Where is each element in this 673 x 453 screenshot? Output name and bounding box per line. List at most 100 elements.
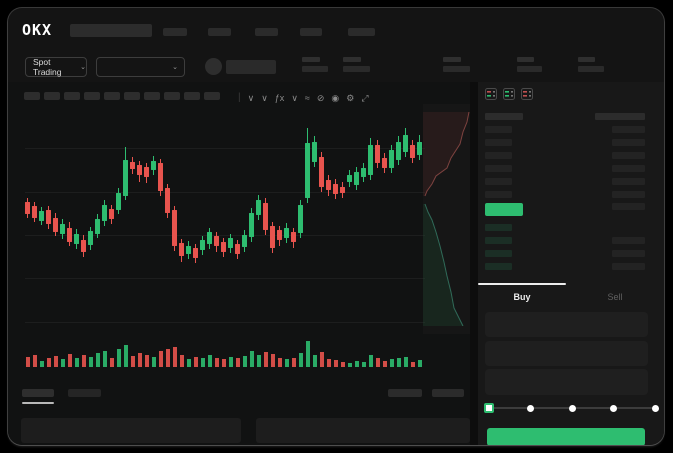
volume-bar <box>166 349 170 367</box>
volume-bar <box>54 356 58 367</box>
toolbar-item-placeholder[interactable] <box>184 92 200 100</box>
stat-value-placeholder <box>343 66 370 72</box>
fullscreen-icon[interactable]: ⤢ <box>361 93 369 103</box>
book-sell-side-icon[interactable] <box>521 88 533 100</box>
indicators-icon[interactable]: ƒx <box>274 93 285 103</box>
candlestick-chart[interactable] <box>8 8 664 445</box>
book-buy-side-icon[interactable] <box>503 88 515 100</box>
volume-bar <box>75 358 79 367</box>
candle-body <box>186 246 191 254</box>
slider-stop[interactable] <box>527 405 534 412</box>
bid-price-placeholder[interactable] <box>485 237 512 244</box>
top-nav <box>8 8 664 445</box>
volume-bar <box>257 355 261 367</box>
candle-body <box>46 210 51 224</box>
ask-price-placeholder[interactable] <box>485 178 512 185</box>
stat-value-placeholder <box>517 66 542 72</box>
depth-chart <box>423 112 470 326</box>
toolbar-item-placeholder[interactable] <box>164 92 180 100</box>
bid-price-placeholder[interactable] <box>485 250 512 257</box>
toolbar-item-placeholder[interactable] <box>84 92 100 100</box>
volume-bars <box>8 8 664 445</box>
volume-bar <box>369 355 373 367</box>
candle-body <box>207 232 212 244</box>
draw-tool-icon[interactable]: ⊘ <box>316 93 325 103</box>
volume-bar <box>299 353 303 367</box>
volume-bar <box>222 359 226 367</box>
bid-price-placeholder[interactable] <box>485 224 512 231</box>
bottom-action-placeholder[interactable] <box>432 389 464 397</box>
market-type-selector[interactable]: Spot Trading ⌄ <box>25 57 87 77</box>
last-price-highlight[interactable] <box>485 203 523 216</box>
volume-bar <box>117 349 121 367</box>
ask-price-placeholder[interactable] <box>485 191 512 198</box>
candle-body <box>116 193 121 210</box>
okx-logo[interactable]: OKX <box>22 21 53 39</box>
volume-bar <box>47 358 51 367</box>
volume-bar <box>187 359 191 367</box>
slider-handle-active[interactable] <box>484 403 494 413</box>
tab-buy[interactable]: Buy <box>513 292 531 302</box>
volume-bar <box>103 351 107 367</box>
screenshot-icon[interactable]: ◉ <box>331 93 340 103</box>
volume-bar <box>334 360 338 367</box>
ask-price-placeholder[interactable] <box>485 139 512 146</box>
candle-body <box>200 240 205 250</box>
bottom-action-placeholder[interactable] <box>388 389 422 397</box>
candle-body <box>32 206 37 218</box>
slider-stop[interactable] <box>652 405 659 412</box>
candle-body <box>284 228 289 238</box>
ask-price-placeholder[interactable] <box>485 165 512 172</box>
candle-body <box>193 248 198 258</box>
trade-tabs: Buy Sell <box>478 283 664 313</box>
buy-submit-button[interactable] <box>487 428 645 445</box>
candle-body <box>312 142 317 162</box>
order-form-input[interactable] <box>485 341 648 366</box>
slider-stop[interactable] <box>569 405 576 412</box>
nav-item-placeholder[interactable] <box>208 28 231 36</box>
volume-bar <box>383 361 387 367</box>
tab-sell[interactable]: Sell <box>607 292 623 302</box>
book-both-sides-icon[interactable] <box>485 88 497 100</box>
candle-body <box>354 172 359 185</box>
bottom-tab-placeholder[interactable] <box>22 389 54 397</box>
order-form-input[interactable] <box>485 369 648 395</box>
toolbar-item-placeholder[interactable] <box>104 92 120 100</box>
toolbar-item-placeholder[interactable] <box>204 92 220 100</box>
toolbar-item-placeholder[interactable] <box>64 92 80 100</box>
toolbar-item-placeholder[interactable] <box>24 92 40 100</box>
volume-bar <box>320 352 324 367</box>
candle-body <box>410 145 415 158</box>
indicators-chevron-icon[interactable]: ∨ <box>291 93 298 103</box>
toolbar-item-placeholder[interactable] <box>44 92 60 100</box>
volume-bar <box>250 351 254 367</box>
toolbar-item-placeholder[interactable] <box>144 92 160 100</box>
toolbar-item-placeholder[interactable] <box>124 92 140 100</box>
amount-slider <box>8 8 664 445</box>
nav-item-placeholder[interactable] <box>255 28 278 36</box>
interval-chevron-icon[interactable]: ∨ <box>247 93 255 103</box>
chart-settings-icon[interactable]: ⚙ <box>346 93 355 103</box>
header-search-placeholder[interactable] <box>70 24 152 37</box>
ask-price-placeholder[interactable] <box>485 152 512 159</box>
ask-price-placeholder[interactable] <box>485 126 512 133</box>
slider-stop[interactable] <box>610 405 617 412</box>
orderbook-view-toggles <box>485 88 533 100</box>
bid-price-placeholder[interactable] <box>485 263 512 270</box>
volume-bar <box>110 358 114 367</box>
stat-label-placeholder <box>302 57 320 62</box>
pair-selector-dropdown[interactable]: ⌄ <box>96 57 185 77</box>
asks-depth-area <box>423 112 469 196</box>
depth-chart-background <box>423 104 470 334</box>
line-tool-icon[interactable]: ≈ <box>304 93 310 103</box>
candle-body <box>347 175 352 182</box>
ask-amount-placeholder <box>612 152 645 159</box>
candle-body <box>179 243 184 256</box>
bottom-tab-placeholder[interactable] <box>68 389 101 397</box>
nav-item-placeholder[interactable] <box>300 28 322 36</box>
nav-item-placeholder[interactable] <box>163 28 187 36</box>
nav-item-placeholder[interactable] <box>348 28 375 36</box>
chart-style-chevron-icon[interactable]: ∨ <box>261 93 268 103</box>
volume-bar <box>397 358 401 367</box>
order-form-input[interactable] <box>485 312 648 337</box>
